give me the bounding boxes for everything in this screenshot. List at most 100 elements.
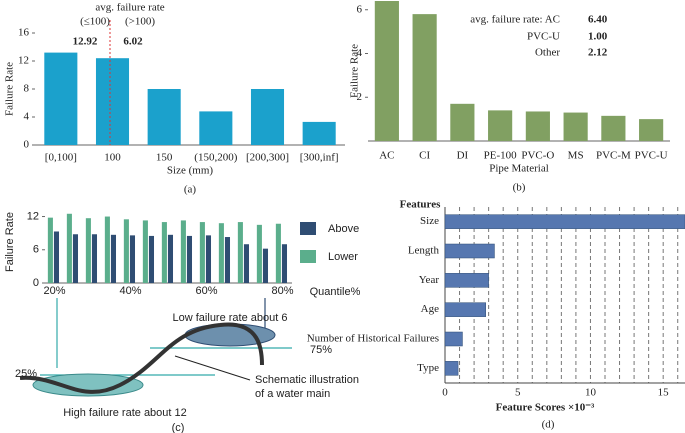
bar [110,234,117,283]
bar [147,89,181,145]
y-tick-label: Age [421,303,439,315]
bar [275,223,281,283]
annotation: High failure rate about 12 [63,407,187,419]
x-tick-label: 150 [156,152,173,164]
x-tick-label: [200,300] [246,152,289,164]
bar [66,213,72,283]
bar [444,273,489,288]
annotation: PVC-U [527,31,560,43]
bar [129,235,136,283]
annotation: avg. failure rate: AC [470,14,560,26]
y-tick-label: 6 [357,3,363,15]
x-tick-label: 0 [442,387,448,399]
bar [104,216,110,283]
bar [563,112,588,141]
title: Features [400,199,441,211]
y-tick-label: 12 [18,55,29,67]
bar [167,234,174,283]
x-axis-label: Feature Scores ×10⁻³ [496,402,595,414]
x-tick-label: 20% [43,285,65,297]
caption: (d) [542,419,555,431]
x-tick-label: PVC-M [596,150,631,162]
x-axis-label: Pipe Material [489,163,549,175]
x-axis-label: Quantile% [310,286,361,298]
bar [444,361,459,376]
x-tick-label: PVC-U [635,150,668,162]
bar [85,218,91,283]
bar [224,237,231,283]
bar [262,248,269,283]
x-axis-label: Size (mm) [167,165,213,177]
bar [601,115,626,141]
annotation: 6.02 [123,36,143,48]
bar [302,121,336,145]
bar [123,219,129,283]
x-tick-label: 80% [271,285,293,297]
y-axis-label: Failure Rate [4,62,16,116]
annotation: avg. failure rate [95,2,164,14]
bar [639,119,664,141]
legend-swatch [300,222,316,235]
x-tick-label: DI [457,150,469,162]
bar [250,89,285,145]
annotation: 12.92 [73,36,98,48]
legend-label: Lower [328,251,358,263]
annotation: Other [535,47,560,59]
x-tick-label: [300,inf] [300,152,339,164]
annotation: (>100) [125,16,155,28]
y-tick-label: 0 [33,277,39,289]
y-tick-label: 6 [33,244,39,256]
x-tick-label: 10 [585,387,597,399]
bar [205,235,212,283]
y-axis-label: Failure Rate [4,212,16,272]
bar [199,111,233,145]
y-axis-label: Failure Rate [349,44,361,98]
x-tick-label: MS [568,150,584,162]
x-tick-label: (150,200) [194,152,237,164]
annotation: 6.40 [588,14,608,26]
bar [237,222,243,283]
x-tick-label: PE-100 [484,150,518,162]
y-tick-label: 2 [357,91,363,103]
bar [525,111,550,141]
bar [199,222,205,283]
legend-label: Above [328,223,359,235]
annotation: (≤100) [80,16,110,28]
bar [180,220,186,283]
bar [53,231,60,283]
annotation: 75% [310,344,332,356]
caption: (a) [184,184,197,196]
x-tick-label: AC [379,150,394,162]
bar [161,222,167,283]
x-tick-label: 5 [515,387,521,399]
y-tick-label: 16 [18,27,30,39]
bar [374,1,399,141]
x-tick-label: 60% [195,285,217,297]
bar [218,223,224,283]
bar [444,331,463,347]
bar [91,234,98,283]
y-tick-label: Length [408,245,440,257]
bar [47,217,53,283]
y-tick-label: 8 [24,83,30,95]
low-end [32,373,144,397]
bar [412,14,437,141]
annotation: of a water main [255,388,330,400]
bar [243,244,250,283]
bar [281,244,288,283]
bar [444,243,495,259]
y-tick-label: 0 [24,139,30,151]
bar [142,220,148,283]
high-end [184,323,276,347]
x-tick-label: CI [419,150,430,162]
bar [186,235,193,283]
bar [450,103,475,141]
caption: (c) [172,422,185,433]
bar [95,58,130,146]
y-tick-label: Year [419,274,440,286]
x-tick-label: 15 [658,387,670,399]
y-tick-label: 12 [27,210,39,222]
bar [444,214,685,229]
water-main [19,322,264,394]
